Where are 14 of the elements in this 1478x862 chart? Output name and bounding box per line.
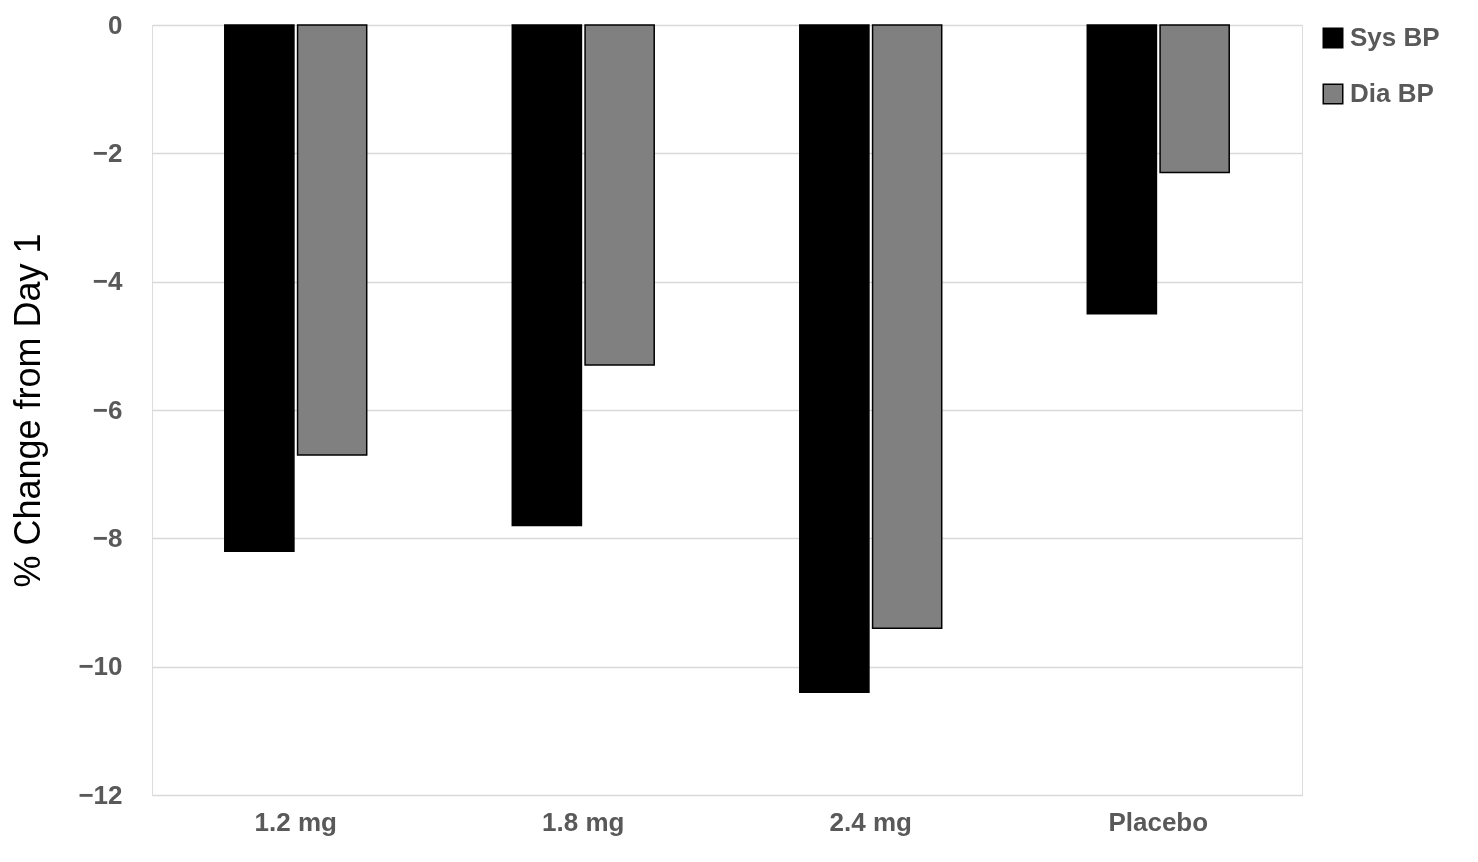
y-tick-label: −10 [78, 651, 123, 682]
y-tick-label: −12 [78, 779, 123, 810]
y-tick-label: −4 [92, 266, 124, 297]
y-tick-label: −6 [92, 394, 123, 425]
y-axis-title: % Change from Day 1 [7, 233, 49, 588]
legend-label: Sys BP [1350, 22, 1440, 52]
legend-label: Dia BP [1350, 78, 1434, 108]
x-tick-label: Placebo [1108, 806, 1209, 837]
y-tick-label: 0 [108, 9, 123, 40]
x-tick-label: 1.2 mg [254, 806, 337, 837]
y-tick-label: −8 [92, 522, 123, 553]
y-tick-label: −2 [92, 137, 123, 168]
x-tick-label: 2.4 mg [829, 806, 912, 837]
x-tick-label: 1.8 mg [542, 806, 625, 837]
